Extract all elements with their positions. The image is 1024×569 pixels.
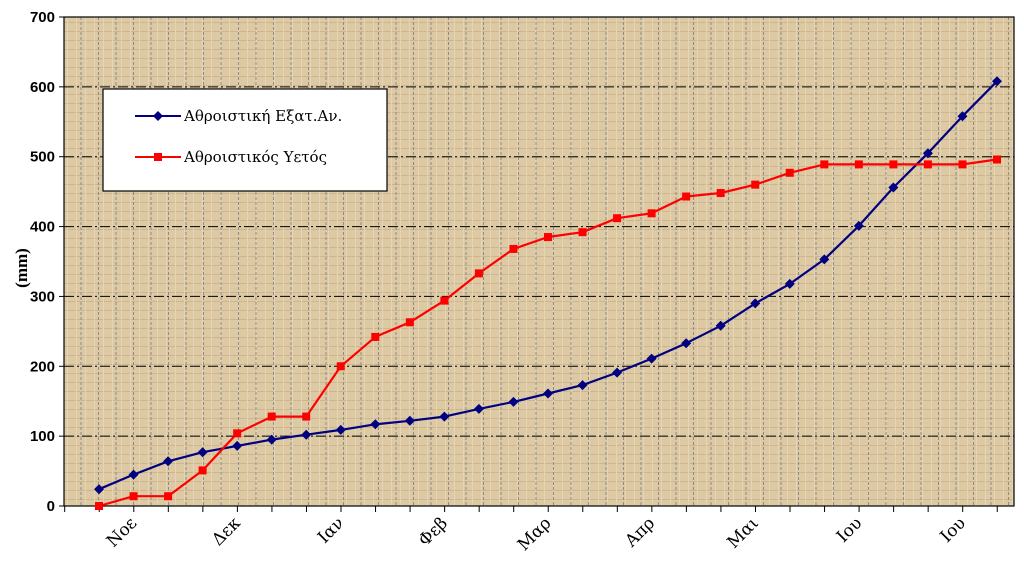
data-point [267, 412, 276, 421]
data-point [164, 492, 173, 501]
data-point [95, 502, 103, 510]
legend-marker-2 [154, 153, 162, 161]
data-point [992, 76, 1002, 87]
data-point [509, 244, 518, 253]
data-point [94, 484, 104, 495]
series-1 [94, 76, 1002, 495]
data-point [993, 155, 1001, 164]
data-point [922, 148, 933, 159]
data-point [646, 353, 657, 364]
x-tick-label: Ιου [833, 513, 866, 546]
data-point [371, 332, 380, 341]
y-tick-label: 100 [30, 428, 55, 445]
data-point [715, 320, 726, 331]
x-tick-label: Μαρ [514, 513, 556, 555]
data-point [544, 233, 552, 242]
data-point [716, 189, 725, 198]
legend-label-1: Αθροιστική Εξατ.Αν. [183, 107, 342, 125]
data-point [923, 160, 932, 169]
y-tick-label: 200 [30, 358, 55, 375]
data-point [853, 220, 864, 231]
y-tick-label: 400 [30, 219, 55, 236]
x-tick-label: Νοε [103, 513, 141, 551]
data-point [750, 298, 761, 309]
data-point [888, 182, 899, 193]
y-tick-label: 700 [30, 9, 55, 26]
data-point [440, 296, 449, 305]
data-point [577, 380, 588, 391]
x-tick-label: Απρ [621, 513, 660, 552]
data-point [647, 209, 656, 218]
data-point [784, 278, 795, 289]
data-point [233, 429, 242, 438]
data-point [819, 254, 830, 265]
y-tick-label: 600 [30, 79, 55, 96]
y-axis: 0 100 200 300 400 500 600 700 [30, 9, 64, 515]
data-point [232, 440, 243, 451]
x-axis: Νοε Δεκ Ιαν Φεβ Μαρ Απρ Μαι Ιου Ιου [64, 506, 998, 555]
data-point [129, 492, 138, 501]
data-point [439, 411, 450, 422]
legend: Αθροιστική Εξατ.Αν. Αθροιστικός Υετός [102, 88, 388, 192]
data-point [197, 447, 208, 458]
data-point [681, 338, 692, 349]
x-tick-label: Μαι [723, 513, 762, 552]
legend-marker-1 [153, 111, 163, 121]
data-point [302, 412, 311, 421]
data-point [198, 466, 207, 475]
data-point [266, 434, 277, 445]
data-point [335, 424, 346, 435]
data-point [508, 396, 519, 407]
data-point [336, 362, 345, 371]
data-point [613, 214, 622, 223]
x-tick-label: Φεβ [415, 513, 452, 550]
y-tick-label: 0 [47, 498, 55, 515]
data-point [473, 403, 484, 414]
data-point [957, 111, 968, 122]
data-point [854, 160, 863, 169]
x-tick-label: Ιαν [314, 513, 348, 547]
y-tick-label: 300 [30, 288, 55, 305]
data-point [543, 388, 553, 399]
data-point [405, 318, 414, 327]
data-point [820, 160, 829, 169]
data-point [404, 415, 415, 426]
y-tick-label: 500 [30, 149, 55, 166]
series-layer [94, 76, 1002, 510]
data-point [474, 269, 483, 278]
x-tick-label: Δεκ [208, 513, 245, 550]
data-point [612, 367, 623, 378]
data-point [889, 160, 898, 169]
data-point [128, 469, 139, 480]
data-point [370, 419, 381, 430]
data-point [751, 180, 760, 189]
data-point [958, 160, 967, 169]
series-2 [95, 155, 1001, 510]
legend-box [102, 88, 388, 192]
data-point [163, 456, 174, 467]
data-point [785, 168, 794, 177]
plot-frame [63, 16, 1015, 507]
x-tick-label: Ιου [937, 513, 970, 546]
legend-label-2: Αθροιστικός Υετός [183, 148, 327, 166]
data-point [578, 228, 587, 237]
data-point [301, 429, 312, 440]
y-axis-label: (mm) [12, 248, 31, 288]
data-point [682, 192, 691, 201]
